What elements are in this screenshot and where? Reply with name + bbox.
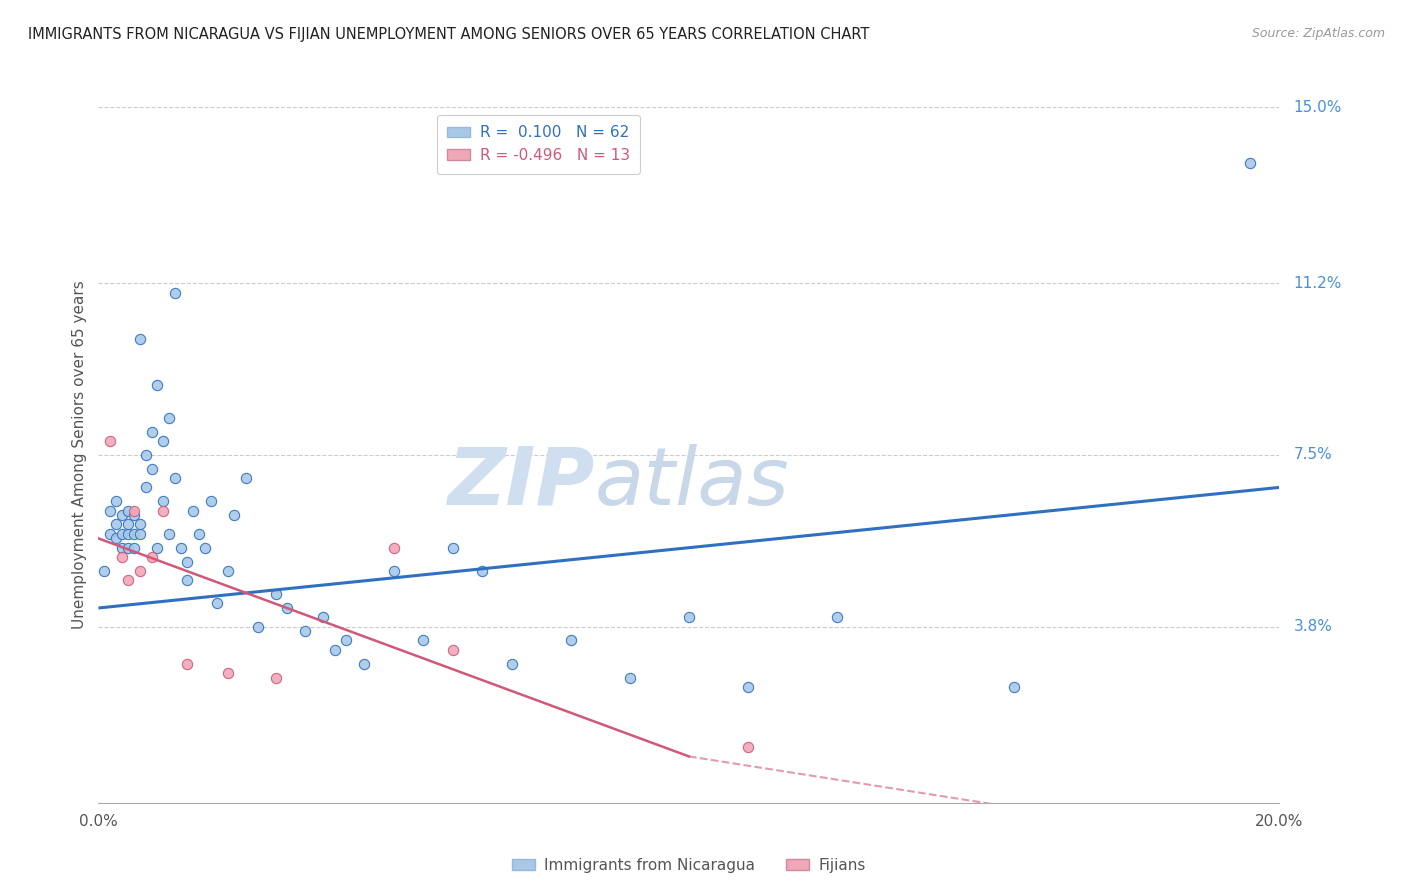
Point — [335, 633, 357, 648]
Point — [117, 573, 139, 587]
Point — [200, 494, 222, 508]
Point — [471, 564, 494, 578]
Point — [276, 601, 298, 615]
Point — [825, 610, 848, 624]
Point — [141, 549, 163, 564]
Point — [152, 503, 174, 517]
Point — [294, 624, 316, 639]
Point — [98, 526, 121, 541]
Point — [312, 610, 335, 624]
Point — [122, 508, 145, 523]
Point — [187, 526, 209, 541]
Point — [165, 471, 187, 485]
Point — [128, 564, 150, 578]
Point — [122, 526, 145, 541]
Point — [141, 462, 163, 476]
Point — [117, 503, 139, 517]
Text: Source: ZipAtlas.com: Source: ZipAtlas.com — [1251, 27, 1385, 40]
Point — [105, 517, 128, 532]
Point — [1002, 680, 1025, 694]
Point — [1239, 155, 1261, 169]
Point — [135, 448, 157, 462]
Point — [157, 410, 180, 425]
Point — [737, 680, 759, 694]
Point — [135, 480, 157, 494]
Point — [217, 665, 239, 680]
Point — [93, 564, 115, 578]
Point — [441, 541, 464, 555]
Point — [122, 503, 145, 517]
Point — [165, 285, 187, 300]
Point — [560, 633, 582, 648]
Point — [181, 503, 204, 517]
Point — [678, 610, 700, 624]
Point — [176, 573, 198, 587]
Point — [353, 657, 375, 671]
Point — [146, 378, 169, 392]
Point — [194, 541, 217, 555]
Point — [217, 564, 239, 578]
Point — [264, 587, 287, 601]
Y-axis label: Unemployment Among Seniors over 65 years: Unemployment Among Seniors over 65 years — [72, 281, 87, 629]
Point — [382, 541, 405, 555]
Point — [111, 549, 134, 564]
Point — [441, 642, 464, 657]
Text: ZIP: ZIP — [447, 443, 595, 522]
Point — [619, 671, 641, 685]
Point — [176, 555, 198, 569]
Text: 11.2%: 11.2% — [1294, 276, 1341, 291]
Point — [382, 564, 405, 578]
Point — [111, 526, 134, 541]
Point — [224, 508, 246, 523]
Point — [412, 633, 434, 648]
Point — [128, 526, 150, 541]
Point — [128, 332, 150, 346]
Point — [128, 517, 150, 532]
Point — [157, 526, 180, 541]
Point — [152, 494, 174, 508]
Text: 7.5%: 7.5% — [1294, 448, 1333, 462]
Point — [111, 508, 134, 523]
Point — [501, 657, 523, 671]
Legend: Immigrants from Nicaragua, Fijians: Immigrants from Nicaragua, Fijians — [506, 852, 872, 879]
Point — [246, 619, 269, 633]
Point — [98, 503, 121, 517]
Point — [98, 434, 121, 448]
Point — [105, 532, 128, 546]
Point — [141, 425, 163, 439]
Point — [323, 642, 346, 657]
Point — [111, 541, 134, 555]
Point — [152, 434, 174, 448]
Point — [205, 596, 228, 610]
Point — [105, 494, 128, 508]
Point — [117, 517, 139, 532]
Point — [122, 541, 145, 555]
Point — [176, 657, 198, 671]
Point — [235, 471, 257, 485]
Point — [117, 541, 139, 555]
Point — [170, 541, 193, 555]
Point — [117, 526, 139, 541]
Text: atlas: atlas — [595, 443, 789, 522]
Point — [737, 740, 759, 755]
Text: 15.0%: 15.0% — [1294, 100, 1341, 114]
Text: 3.8%: 3.8% — [1294, 619, 1333, 634]
Text: IMMIGRANTS FROM NICARAGUA VS FIJIAN UNEMPLOYMENT AMONG SENIORS OVER 65 YEARS COR: IMMIGRANTS FROM NICARAGUA VS FIJIAN UNEM… — [28, 27, 869, 42]
Point — [146, 541, 169, 555]
Point — [264, 671, 287, 685]
